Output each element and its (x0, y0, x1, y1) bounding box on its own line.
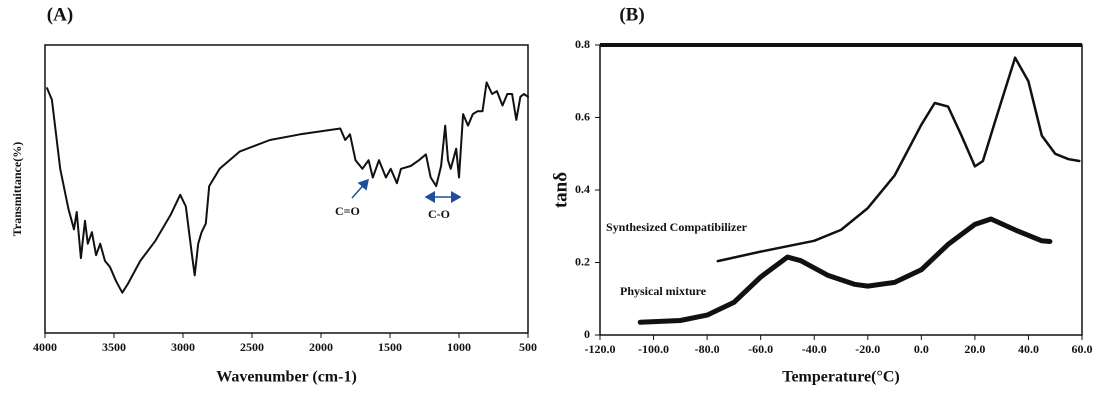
series-label: Physical mixture (620, 284, 707, 298)
data-line (637, 216, 1053, 325)
x-tick-label: 1500 (378, 340, 402, 354)
x-tick-label: 1000 (447, 340, 471, 354)
y-tick-label: 0.2 (575, 254, 590, 268)
y-axis-label: tanδ (550, 172, 571, 208)
x-tick-label: -60.0 (748, 342, 773, 356)
x-tick-label: -40.0 (802, 342, 827, 356)
x-tick-label: -100.0 (638, 342, 669, 356)
x-tick-label: 2500 (240, 340, 264, 354)
x-tick-label: 500 (519, 340, 537, 354)
x-tick-label: -80.0 (695, 342, 720, 356)
x-tick-label: 4000 (33, 340, 57, 354)
panel-title: (B) (619, 4, 644, 25)
x-tick-label: 60.0 (1072, 342, 1093, 356)
x-tick-label: -120.0 (585, 342, 616, 356)
annotation: C-O (428, 207, 450, 221)
annotation: C=O (335, 204, 360, 218)
x-tick-label: 40.0 (1018, 342, 1039, 356)
data-line (716, 56, 1081, 263)
y-tick-label: 0.8 (575, 37, 590, 51)
x-tick-label: 0.0 (914, 342, 929, 356)
y-tick-label: 0.6 (575, 109, 590, 123)
x-axis-label: Temperature(°C) (782, 369, 899, 386)
y-axis-label: Transmittance(%) (10, 142, 24, 236)
x-tick-label: 3500 (102, 340, 126, 354)
arrow (351, 178, 369, 199)
panel-title: (A) (47, 4, 73, 25)
x-axis-label: Wavenumber (cm-1) (216, 369, 357, 386)
y-tick-label: 0.4 (575, 182, 590, 196)
x-tick-label: 3000 (171, 340, 195, 354)
x-tick-label: 20.0 (964, 342, 985, 356)
data-line (46, 81, 529, 294)
series-label: Synthesized Compatibilizer (606, 220, 748, 234)
y-tick-label: 0 (584, 327, 590, 341)
x-tick-label: 2000 (309, 340, 333, 354)
plot-frame (44, 44, 529, 334)
x-tick-label: -20.0 (855, 342, 880, 356)
